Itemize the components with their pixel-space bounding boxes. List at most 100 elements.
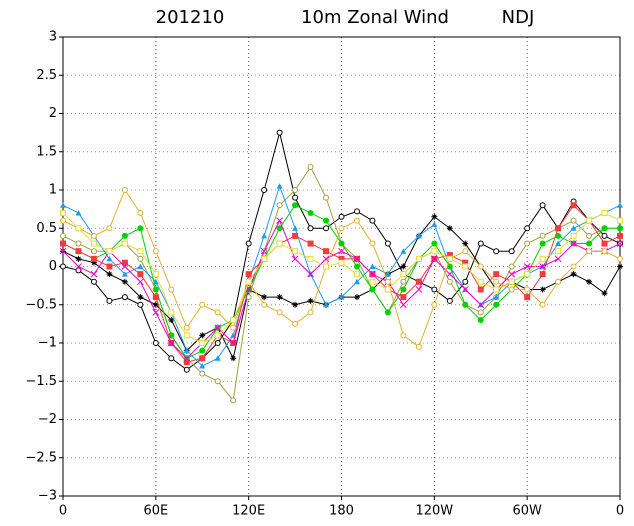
marker [183, 366, 190, 373]
marker [369, 286, 376, 293]
marker [137, 278, 144, 286]
marker [90, 259, 97, 266]
marker [292, 225, 299, 231]
marker [431, 240, 438, 247]
y-tick-label: −1.5 [25, 374, 57, 389]
marker [260, 247, 268, 255]
marker [570, 202, 577, 209]
marker [245, 240, 252, 247]
marker [121, 271, 128, 277]
marker [462, 263, 469, 270]
marker [338, 213, 345, 220]
marker [323, 225, 330, 232]
marker [121, 259, 128, 266]
marker [586, 232, 593, 239]
marker [261, 301, 268, 308]
marker [384, 286, 391, 293]
marker [106, 248, 113, 255]
marker [75, 263, 82, 270]
marker [307, 309, 314, 316]
marker [137, 301, 144, 308]
marker [415, 286, 423, 293]
marker [400, 248, 407, 254]
marker [230, 324, 237, 331]
marker [338, 255, 345, 262]
marker [384, 271, 391, 277]
marker [121, 232, 128, 239]
marker [477, 301, 485, 309]
marker [75, 225, 82, 232]
marker [369, 270, 376, 278]
marker [338, 247, 345, 255]
marker [75, 209, 82, 216]
marker [276, 225, 283, 232]
marker [90, 270, 98, 278]
marker [75, 248, 82, 255]
marker [276, 294, 283, 301]
y-tick-label: −2.5 [25, 450, 57, 465]
marker [555, 278, 562, 285]
marker [245, 278, 252, 285]
marker [106, 255, 113, 262]
marker [183, 324, 190, 331]
marker [292, 194, 299, 201]
marker [524, 286, 531, 293]
marker [276, 183, 283, 189]
marker [230, 355, 237, 362]
marker [199, 362, 206, 369]
marker [601, 290, 608, 297]
marker [539, 286, 546, 293]
marker [601, 225, 608, 232]
y-tick-label: −3 [38, 489, 57, 504]
marker [508, 286, 515, 293]
marker [137, 255, 144, 262]
marker [323, 194, 330, 201]
marker [415, 343, 422, 350]
marker [462, 248, 469, 255]
marker [400, 263, 407, 270]
marker [90, 255, 97, 262]
marker [524, 240, 531, 247]
marker [570, 225, 577, 231]
marker [539, 255, 546, 262]
marker [400, 271, 407, 278]
y-tick-label: 0.5 [36, 221, 57, 236]
marker [400, 294, 407, 301]
marker [307, 225, 314, 232]
marker [137, 294, 144, 301]
marker [152, 294, 159, 301]
marker [261, 187, 268, 193]
marker [384, 309, 391, 316]
marker [369, 217, 376, 224]
series [60, 213, 623, 362]
marker [570, 271, 577, 278]
marker [477, 240, 484, 247]
marker [617, 217, 623, 224]
marker [430, 255, 438, 263]
marker [60, 263, 66, 270]
marker [75, 267, 82, 274]
marker [384, 240, 391, 247]
marker [586, 240, 593, 247]
marker [292, 248, 299, 255]
marker [555, 248, 562, 255]
x-tick-label: 0 [616, 504, 624, 519]
marker [508, 263, 515, 270]
marker [214, 340, 221, 346]
marker [199, 332, 206, 339]
marker [90, 232, 97, 239]
y-tick-label: 2.5 [36, 68, 57, 83]
marker [555, 232, 562, 239]
marker [477, 309, 484, 316]
marker [462, 301, 469, 308]
marker [229, 339, 237, 347]
marker [431, 221, 438, 227]
season-label: NDJ [502, 7, 535, 28]
marker [353, 217, 360, 224]
y-tick-label: −0.5 [25, 297, 57, 312]
marker [59, 247, 67, 255]
x-tick-label: 60W [512, 504, 542, 519]
marker [60, 240, 66, 247]
marker [168, 286, 175, 293]
marker [493, 278, 500, 285]
